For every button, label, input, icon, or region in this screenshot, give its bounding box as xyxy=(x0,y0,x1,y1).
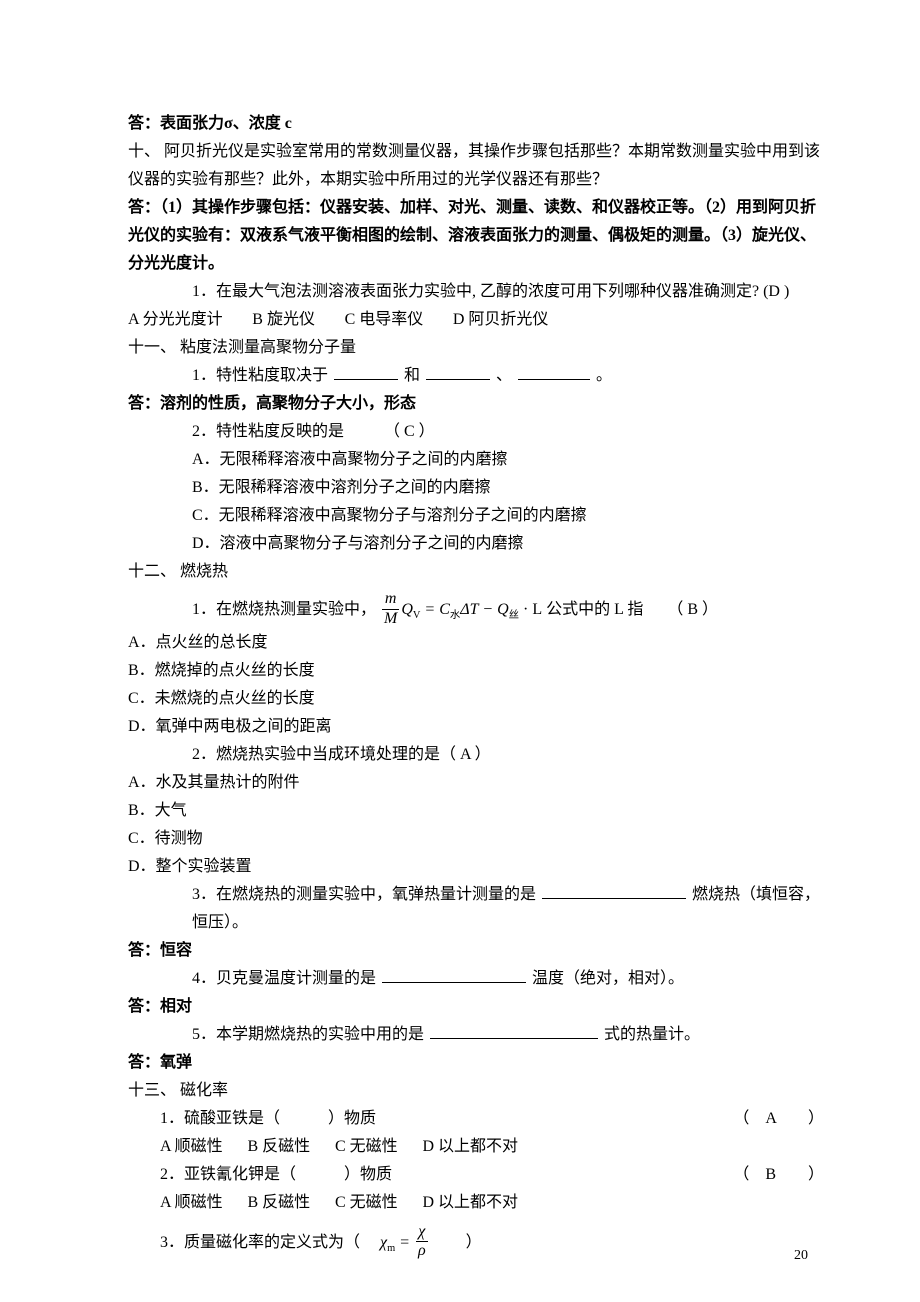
question-12: 十二、 燃烧热 xyxy=(128,558,824,586)
q13-sub3: 3．质量磁化率的定义式为（ χm = χρ ） xyxy=(128,1225,824,1262)
q13-opt2-a: A 顺磁性 xyxy=(160,1194,223,1211)
question-10: 十、 阿贝折光仪是实验室常用的常数测量仪器，其操作步骤包括那些？本期常数测量实验… xyxy=(128,138,824,194)
q10-opt-b: B 旋光仪 xyxy=(252,311,315,328)
q12-sub4: 4．贝克曼温度计测量的是 温度（绝对，相对）。 xyxy=(128,965,824,993)
answer-12-5: 答：氧弹 xyxy=(128,1049,824,1077)
q12-opt2-a: A．水及其量热计的附件 xyxy=(128,769,824,797)
q10-opt-c: C 电导率仪 xyxy=(345,311,424,328)
q10-sub1: 1．在最大气泡法测溶液表面张力实验中, 乙醇的浓度可用下列哪种仪器准确测定? (… xyxy=(128,278,824,306)
sub-shui: 水 xyxy=(450,610,460,621)
q12-sub5b: 式的热量计。 xyxy=(604,1026,700,1043)
sym-Q2: Q xyxy=(497,601,509,618)
q11-opt-b: B．无限稀释溶液中溶剂分子之间的内磨擦 xyxy=(128,474,824,502)
q11-num: 十一、 xyxy=(128,339,176,356)
q13-sub1-text: 1．硫酸亚铁是（ ）物质 xyxy=(160,1105,376,1133)
question-13: 十三、 磁化率 xyxy=(128,1077,824,1105)
q13-sub1-ans: （ A ） xyxy=(733,1105,824,1133)
q13-sub3b: ） xyxy=(434,1234,482,1251)
q12-sub3a: 3．在燃烧热的测量实验中，氧弹热量计测量的是 xyxy=(192,886,536,903)
q11-sub1d: 。 xyxy=(596,367,612,384)
q11-opt-a: A．无限稀释溶液中高聚物分子之间的内磨擦 xyxy=(128,446,824,474)
sym-chi: χ xyxy=(380,1234,387,1251)
sub-si: 丝 xyxy=(509,610,519,621)
blank xyxy=(426,362,490,380)
q12-opt-c: C．未燃烧的点火丝的长度 xyxy=(128,685,824,713)
answer-10: 答：（1）其操作步骤包括：仪器安装、加样、对光、测量、读数、和仪器校正等。（2）… xyxy=(128,194,824,278)
q10-opt-a: A 分光光度计 xyxy=(128,311,223,328)
q13-sub1: 1．硫酸亚铁是（ ）物质 （ A ） xyxy=(128,1105,824,1133)
q12-opt2-d: D．整个实验装置 xyxy=(128,853,824,881)
q10-text: 阿贝折光仪是实验室常用的常数测量仪器，其操作步骤包括那些？本期常数测量实验中用到… xyxy=(128,143,820,188)
q12-sub4b: 温度（绝对，相对）。 xyxy=(532,970,684,987)
answer-12-3: 答：恒容 xyxy=(128,937,824,965)
q11-sub1a: 1．特性粘度取决于 xyxy=(192,367,328,384)
q12-opt-b: B．燃烧掉的点火丝的长度 xyxy=(128,657,824,685)
sym-Q: Q xyxy=(401,601,413,618)
q12-opt-d: D．氧弹中两电极之间的距离 xyxy=(128,713,824,741)
blank xyxy=(334,362,398,380)
q12-title: 燃烧热 xyxy=(180,563,228,580)
answer-11-1: 答：溶剂的性质，高聚物分子大小，形态 xyxy=(128,390,824,418)
blank xyxy=(542,881,686,899)
q12-sub1b: 公式中的 L 指 （ B ） xyxy=(546,601,718,618)
q12-sub4a: 4．贝克曼温度计测量的是 xyxy=(192,970,376,987)
q11-sub1c: 、 xyxy=(496,367,512,384)
q13-sub2: 2．亚铁氰化钾是（ ）物质 （ B ） xyxy=(128,1161,824,1189)
q13-sub3a: 3．质量磁化率的定义式为（ xyxy=(160,1234,376,1251)
frac-den2: ρ xyxy=(416,1242,428,1260)
q12-opt-a: A．点火丝的总长度 xyxy=(128,629,824,657)
q11-sub2: 2．特性粘度反映的是 （ C ） xyxy=(128,418,824,446)
q13-opt1-c: C 无磁性 xyxy=(335,1138,398,1155)
q13-opt2-b: B 反磁性 xyxy=(247,1194,310,1211)
q12-num: 十二、 xyxy=(128,563,176,580)
page-number: 20 xyxy=(794,1244,808,1269)
q13-sub2-ans: （ B ） xyxy=(733,1161,824,1189)
q12-sub1: 1．在燃烧热测量实验中， mMQV = C水ΔT − Q丝 · L 公式中的 L… xyxy=(128,592,824,629)
answer-9: 答：表面张力σ、浓度 c xyxy=(128,110,824,138)
frac-den: M xyxy=(382,610,399,628)
q13-formula: χm = χρ xyxy=(380,1234,434,1251)
q13-opt1-d: D 以上都不对 xyxy=(422,1138,518,1155)
q13-opt2-c: C 无磁性 xyxy=(335,1194,398,1211)
answer-12-4: 答：相对 xyxy=(128,993,824,1021)
q11-opt-d: D．溶液中高聚物分子与溶剂分子之间的内磨擦 xyxy=(128,530,824,558)
blank xyxy=(430,1021,598,1039)
q11-title: 粘度法测量高聚物分子量 xyxy=(180,339,356,356)
q13-sub2-text: 2．亚铁氰化钾是（ ）物质 xyxy=(160,1161,392,1189)
q11-opt-c: C．无限稀释溶液中高聚物分子与溶剂分子之间的内磨擦 xyxy=(128,502,824,530)
q10-num: 十、 xyxy=(128,143,160,160)
q12-sub5a: 5．本学期燃烧热的实验中用的是 xyxy=(192,1026,424,1043)
q13-title: 磁化率 xyxy=(180,1082,228,1099)
q12-sub2: 2．燃烧热实验中当成环境处理的是（ A ） xyxy=(128,741,824,769)
frac-num2: χ xyxy=(416,1224,428,1243)
q12-sub3: 3．在燃烧热的测量实验中，氧弹热量计测量的是 燃烧热（填恒容，恒压）。 xyxy=(128,881,824,937)
q13-opt2-d: D 以上都不对 xyxy=(422,1194,518,1211)
q13-opts1: A 顺磁性 B 反磁性 C 无磁性 D 以上都不对 xyxy=(128,1133,824,1161)
q12-sub1a: 1．在燃烧热测量实验中， xyxy=(192,601,376,618)
sym-eq2: = xyxy=(395,1234,414,1251)
q11-sub1: 1．特性粘度取决于 和 、 。 xyxy=(128,362,824,390)
sym-L: · L xyxy=(519,601,542,618)
sub-m: m xyxy=(387,1243,395,1254)
sym-eq: = xyxy=(420,601,439,618)
q12-formula: mMQV = C水ΔT − Q丝 · L xyxy=(380,601,546,618)
q13-num: 十三、 xyxy=(128,1082,176,1099)
sym-C: C xyxy=(439,601,450,618)
q13-opt1-a: A 顺磁性 xyxy=(160,1138,223,1155)
q13-opts2: A 顺磁性 B 反磁性 C 无磁性 D 以上都不对 xyxy=(128,1189,824,1217)
q10-options: A 分光光度计 B 旋光仪 C 电导率仪 D 阿贝折光仪 xyxy=(128,306,824,334)
blank xyxy=(382,965,526,983)
blank xyxy=(518,362,590,380)
q12-opt2-b: B．大气 xyxy=(128,797,824,825)
sym-dt: ΔT − xyxy=(460,601,497,618)
frac-num: m xyxy=(382,591,399,610)
q13-opt1-b: B 反磁性 xyxy=(247,1138,310,1155)
q12-sub5: 5．本学期燃烧热的实验中用的是 式的热量计。 xyxy=(128,1021,824,1049)
question-11: 十一、 粘度法测量高聚物分子量 xyxy=(128,334,824,362)
q12-opt2-c: C．待测物 xyxy=(128,825,824,853)
q11-sub1b: 和 xyxy=(404,367,420,384)
q10-opt-d: D 阿贝折光仪 xyxy=(453,311,549,328)
page: 答：表面张力σ、浓度 c 十、 阿贝折光仪是实验室常用的常数测量仪器，其操作步骤… xyxy=(0,0,920,1302)
